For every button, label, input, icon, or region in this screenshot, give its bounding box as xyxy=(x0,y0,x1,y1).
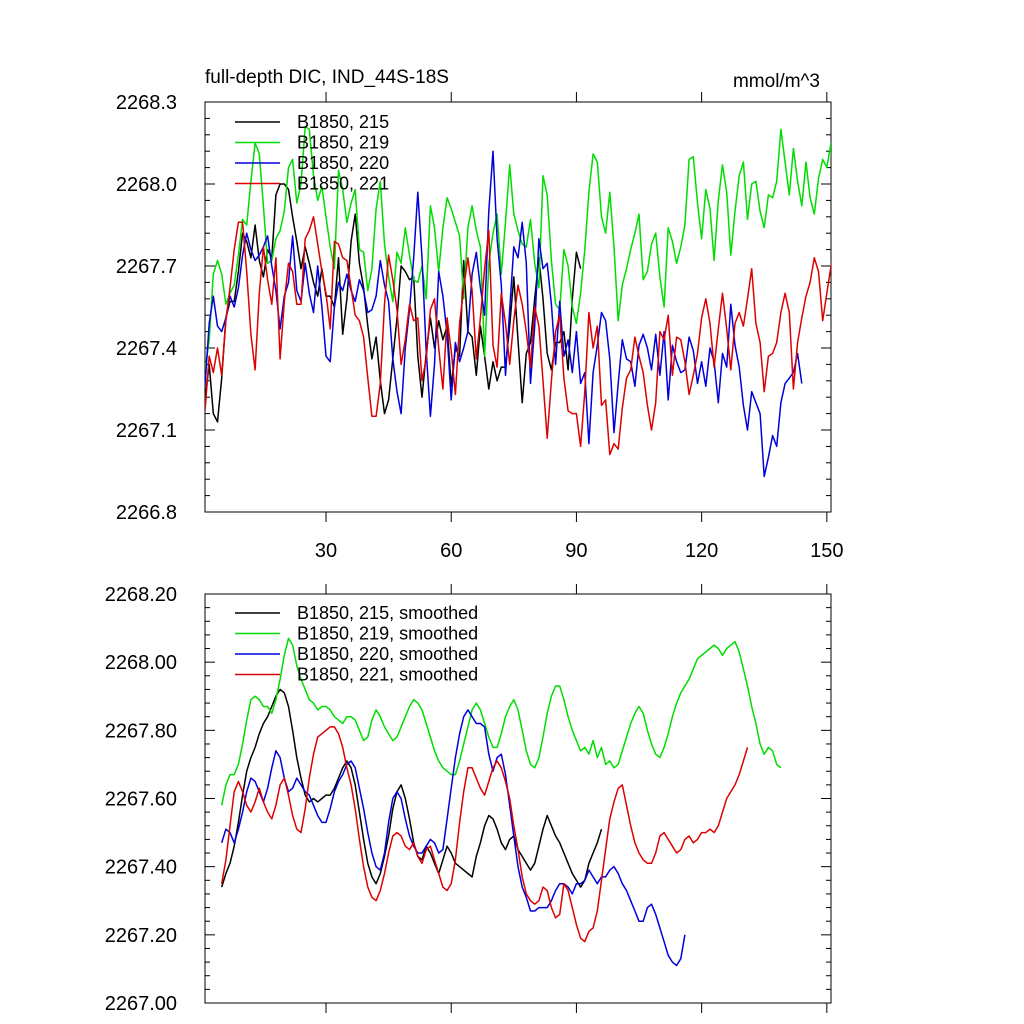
legend-label: B1850, 220, smoothed xyxy=(297,644,478,664)
chart-panel-1: 2266.8 2267.1 2267.4 2267.7 2268.0 2268.3 30 60… xyxy=(116,67,844,562)
y-tick-label: 2266.8 xyxy=(116,502,177,524)
y-tick-label: 2268.3 xyxy=(116,92,177,114)
y-tick-label: 2268.00 xyxy=(105,652,177,674)
y-tick-label: 2267.20 xyxy=(105,925,177,947)
y-tick-label: 2267.1 xyxy=(116,420,177,442)
y-tick-label: 2267.80 xyxy=(105,720,177,742)
series-line-2 xyxy=(220,637,782,806)
y-tick-label: 2267.00 xyxy=(105,993,177,1015)
legend-label: B1850, 221, smoothed xyxy=(297,665,478,685)
legend-label: B1850, 219, smoothed xyxy=(297,624,478,644)
chart-panel-2: 2267.00 2267.20 2267.40 2267.60 2267.80 2268.… xyxy=(105,584,832,1015)
y-tick-label: 2267.7 xyxy=(116,256,177,278)
series-line-1 xyxy=(205,183,582,423)
y-tick-label: 2267.60 xyxy=(105,789,177,811)
series-line-3 xyxy=(220,709,686,967)
legend-label: B1850, 215 xyxy=(297,112,389,132)
series-line-3 xyxy=(205,150,803,478)
x-tick-label: 90 xyxy=(565,540,587,562)
y-tick-label: 2268.0 xyxy=(116,174,177,196)
legend-label: B1850, 219 xyxy=(297,133,389,153)
y-tick-label: 2267.40 xyxy=(105,857,177,879)
x-tick-label: 60 xyxy=(440,540,462,562)
series-line-2 xyxy=(205,125,831,371)
chart-title: full-depth DIC, IND_44S-18S xyxy=(205,67,449,88)
units-label: mmol/m^3 xyxy=(733,71,820,92)
x-tick-label: 150 xyxy=(810,540,843,562)
legend-label: B1850, 215, smoothed xyxy=(297,603,478,623)
legend-label: B1850, 220 xyxy=(297,153,389,173)
legend-label: B1850, 221 xyxy=(297,174,389,194)
series-line-4 xyxy=(205,216,831,456)
series-line-4 xyxy=(220,726,749,943)
y-tick-label: 2268.20 xyxy=(105,584,177,606)
y-tick-label: 2267.4 xyxy=(116,338,177,360)
series-line-1 xyxy=(220,688,603,888)
plot-frame xyxy=(204,101,832,513)
x-tick-label: 120 xyxy=(685,540,718,562)
x-tick-label: 30 xyxy=(315,540,337,562)
